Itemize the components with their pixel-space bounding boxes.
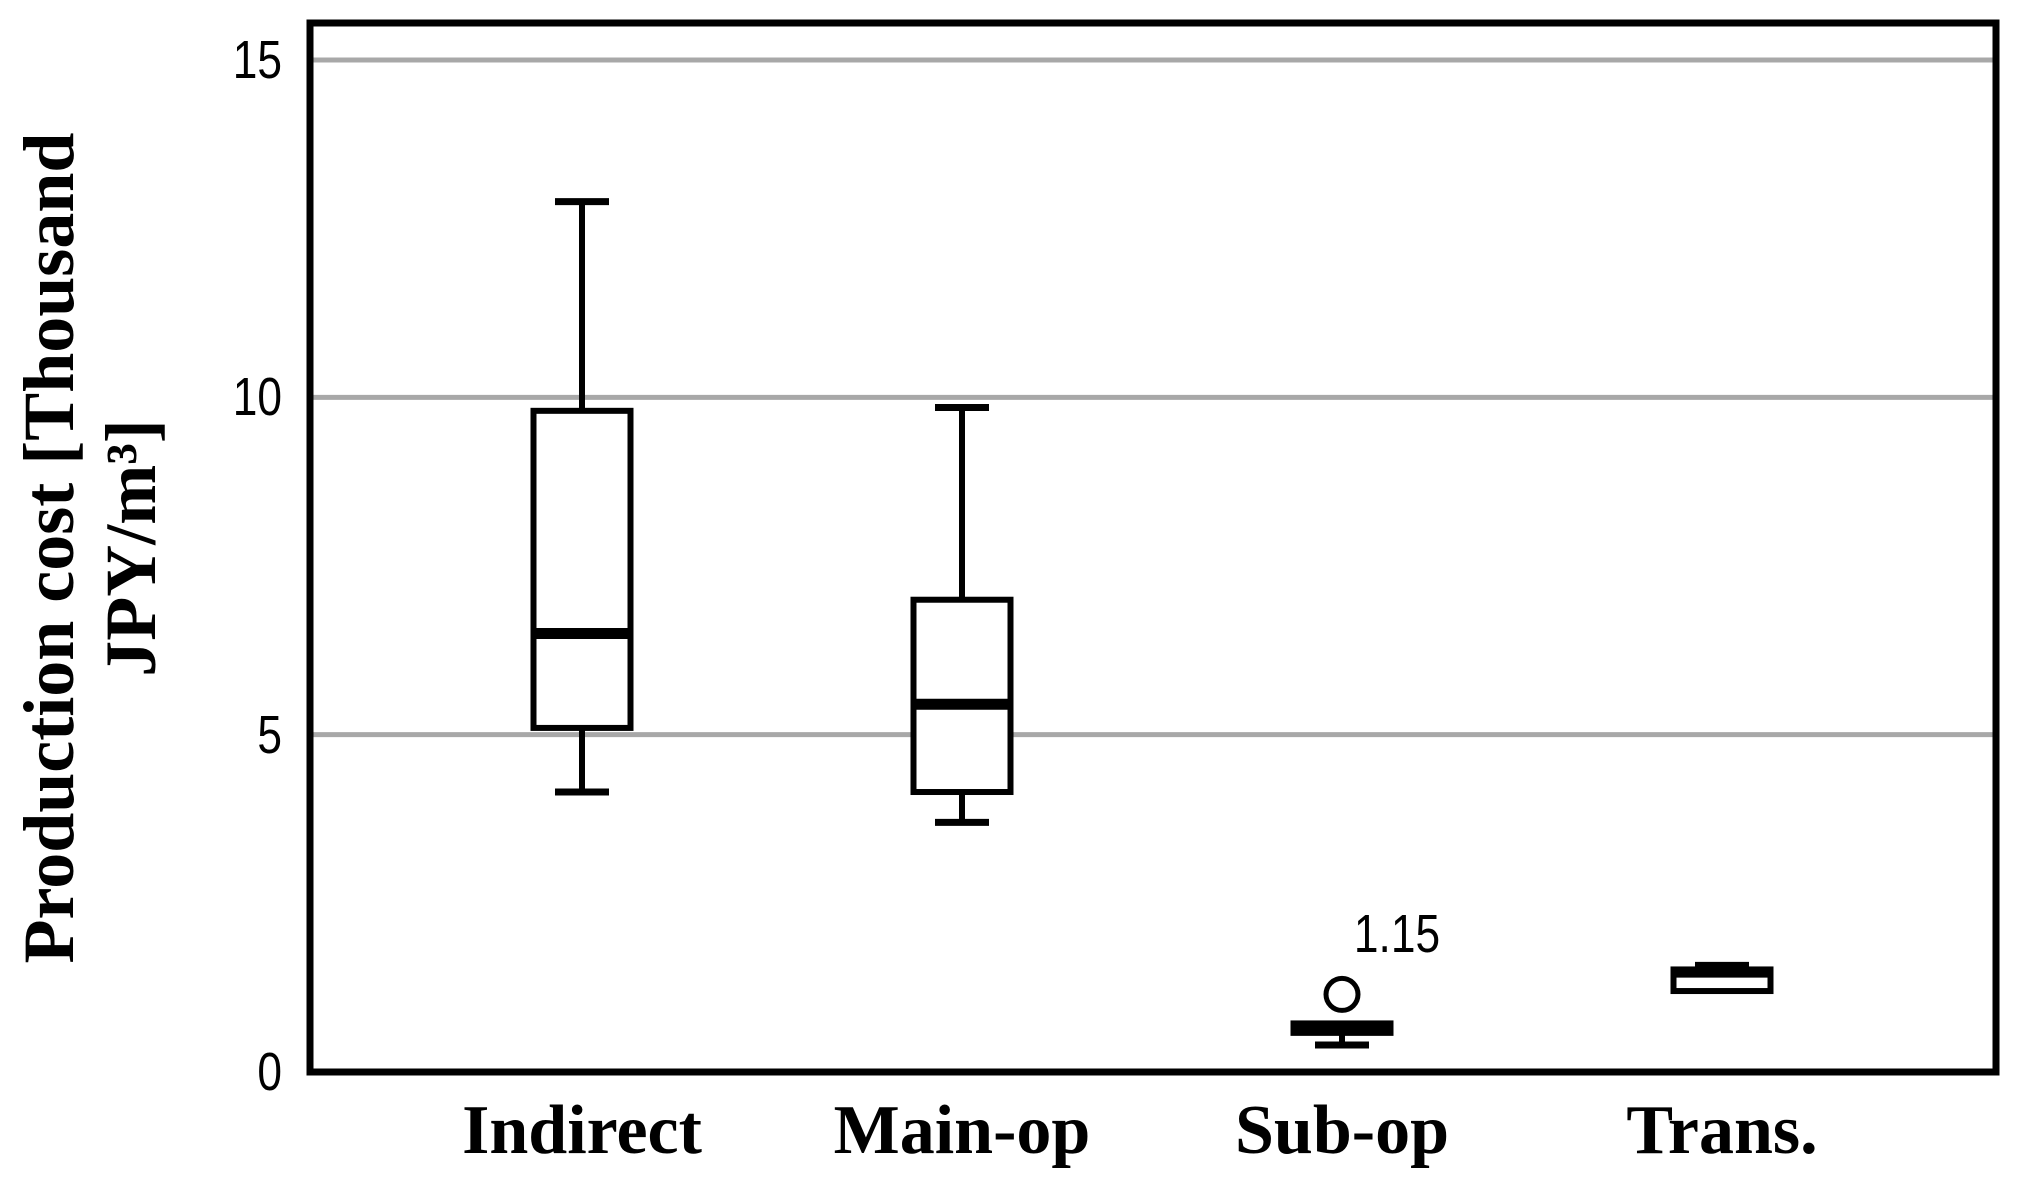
x-category-label-trans: Trans. <box>1626 1092 1818 1169</box>
x-category-label-subop: Sub-op <box>1234 1092 1450 1169</box>
y-tick-label-15: 15 <box>232 30 282 90</box>
x-category-label-indirect: Indirect <box>462 1092 702 1169</box>
plot-border <box>306 19 2000 1076</box>
outlier-point <box>1323 975 1361 1013</box>
x-category-label-mainop: Main-op <box>833 1092 1091 1169</box>
y-tick-label-10: 10 <box>232 367 282 428</box>
box-Indirect <box>530 407 634 731</box>
box-Main-op <box>910 596 1014 796</box>
y-tick-label-0: 0 <box>257 1042 282 1102</box>
outlier-label: 1.15 <box>1353 904 1441 965</box>
y-tick-label-5: 5 <box>257 704 282 765</box>
